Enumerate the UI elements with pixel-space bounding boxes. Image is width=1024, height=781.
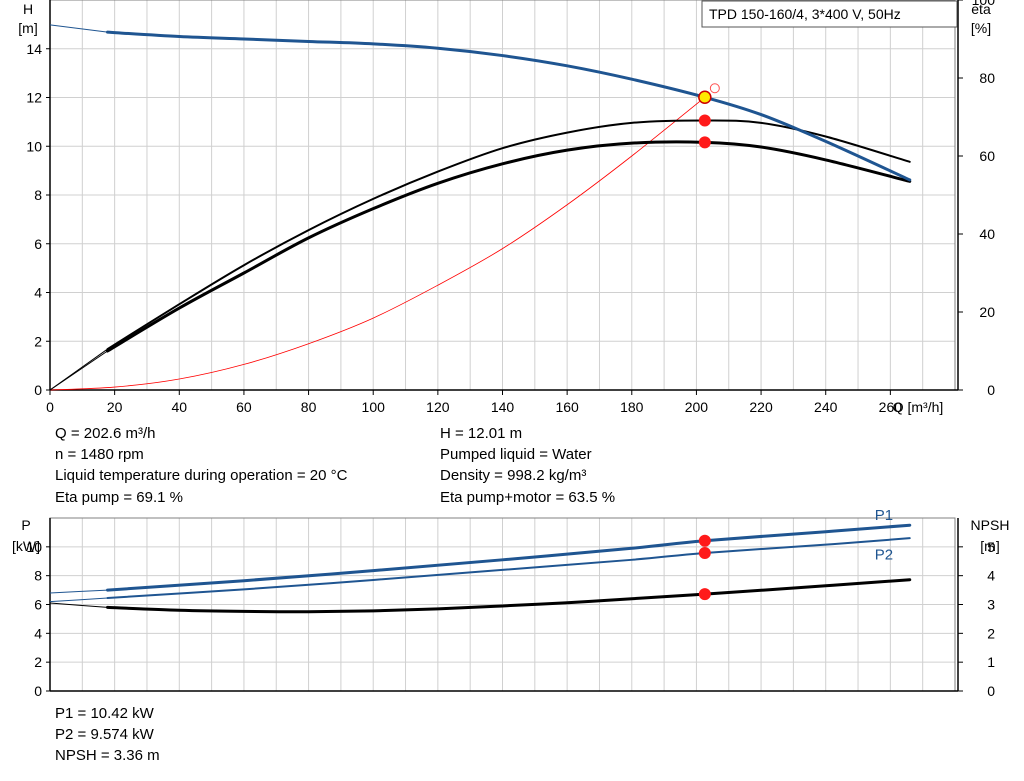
P1-curve-extension (49, 589, 108, 594)
info-q: Q = 202.6 m³/h (55, 425, 156, 442)
left-tick-label: 12 (26, 90, 42, 106)
P1-curve (106, 523, 912, 592)
left-tick-label: 4 (34, 285, 42, 301)
p2-series-label: P2 (875, 547, 893, 564)
x-tick-label: 0 (46, 399, 54, 415)
eta_pump-curve (106, 119, 911, 351)
bottom-duty-point-1 (698, 546, 711, 559)
eta-axis-label: eta (971, 1, 991, 17)
x-tick-label: 40 (171, 399, 187, 415)
x-tick-label: 100 (362, 399, 386, 415)
right-tick-label: 3 (987, 597, 995, 613)
npsh-axis-unit: [m] (980, 538, 999, 554)
chart-title: TPD 150-160/4, 3*400 V, 50Hz (709, 6, 901, 22)
left-tick-label: 10 (26, 539, 42, 555)
right-tick-label: 5 (987, 539, 995, 555)
right-tick-label: 0 (987, 683, 995, 699)
h-axis-unit: [m] (18, 20, 37, 36)
NPSH-curve-extension (49, 602, 108, 608)
right-tick-label: 2 (987, 625, 995, 641)
info-eta-pump-motor: Eta pump+motor = 63.5 % (440, 489, 616, 506)
info-npsh: NPSH = 3.36 m (55, 747, 160, 764)
P2-curve (106, 537, 911, 600)
x-tick-label: 260 (879, 399, 903, 415)
info-p2: P2 = 9.574 kW (55, 726, 154, 743)
duty-point-eta-1 (698, 114, 711, 127)
npsh-axis-label: NPSH (971, 517, 1010, 533)
H-curve (106, 30, 912, 182)
bottom-duty-point-0 (698, 534, 711, 547)
right-tick-label: 80 (979, 70, 995, 86)
NPSH-curve (106, 578, 912, 614)
right-tick-label: 100 (972, 0, 996, 8)
x-tick-label: 120 (426, 399, 450, 415)
left-tick-label: 10 (26, 138, 42, 154)
info-p1: P1 = 10.42 kW (55, 705, 154, 722)
left-tick-label: 0 (34, 683, 42, 699)
right-tick-label: 0 (987, 382, 995, 398)
x-tick-label: 240 (814, 399, 838, 415)
eta-axis-unit: [%] (971, 20, 991, 36)
bottom-duty-point-2 (698, 588, 711, 601)
info-h: H = 12.01 m (440, 425, 523, 442)
P2-curve-extension (49, 597, 108, 603)
x-tick-label: 200 (685, 399, 709, 415)
right-tick-label: 60 (979, 148, 995, 164)
q-axis-label: Q [m³/h] (893, 399, 944, 415)
info-pumped-liquid: Pumped liquid = Water (440, 446, 592, 463)
x-tick-label: 220 (749, 399, 773, 415)
left-tick-label: 6 (34, 236, 42, 252)
duty-point-eta-2 (698, 136, 711, 149)
left-tick-label: 0 (34, 382, 42, 398)
left-tick-label: 2 (34, 654, 42, 670)
x-tick-label: 60 (236, 399, 252, 415)
eta_total-curve-extension (49, 350, 108, 391)
duty-point-marker (709, 83, 720, 94)
right-tick-label: 1 (987, 654, 995, 670)
chart-labels: H [m] eta [%] Q [m³/h] P [kW] NPSH [m] (12, 1, 1009, 554)
duty-point-h (698, 90, 712, 105)
system-curve (49, 96, 706, 391)
p-axis-label: P (21, 517, 30, 533)
chart-title-box: TPD 150-160/4, 3*400 V, 50Hz (701, 0, 958, 28)
left-tick-label: 8 (34, 187, 42, 203)
left-tick-label: 14 (26, 41, 42, 57)
top-chart-grid (49, 0, 956, 391)
info-n: n = 1480 rpm (55, 446, 144, 463)
left-tick-label: 4 (34, 625, 42, 641)
bottom-chart-series: P1 P2 (49, 507, 912, 614)
right-tick-label: 4 (987, 568, 995, 584)
top-chart-series (49, 24, 912, 391)
left-tick-label: 6 (34, 597, 42, 613)
x-tick-label: 180 (620, 399, 644, 415)
x-tick-label: 140 (491, 399, 515, 415)
bottom-chart-axes: 0 2 4 6 8 10 0 1 2 3 4 5 (26, 518, 995, 699)
p-axis-unit: [kW] (12, 538, 40, 554)
x-tick-label: 20 (107, 399, 123, 415)
info-eta-pump: Eta pump = 69.1 % (55, 489, 183, 506)
info-density: Density = 998.2 kg/m³ (440, 467, 587, 484)
p1-series-label: P1 (875, 507, 893, 524)
right-tick-label: 20 (979, 304, 995, 320)
h-axis-label: H (23, 1, 33, 17)
x-tick-label: 80 (301, 399, 317, 415)
eta_total-curve (106, 140, 912, 353)
H-curve-extension (49, 24, 108, 33)
right-tick-label: 40 (979, 226, 995, 242)
info-liquid-temp: Liquid temperature during operation = 20… (55, 467, 348, 484)
left-tick-label: 2 (34, 333, 42, 349)
left-tick-label: 8 (34, 568, 42, 584)
x-tick-label: 160 (555, 399, 579, 415)
